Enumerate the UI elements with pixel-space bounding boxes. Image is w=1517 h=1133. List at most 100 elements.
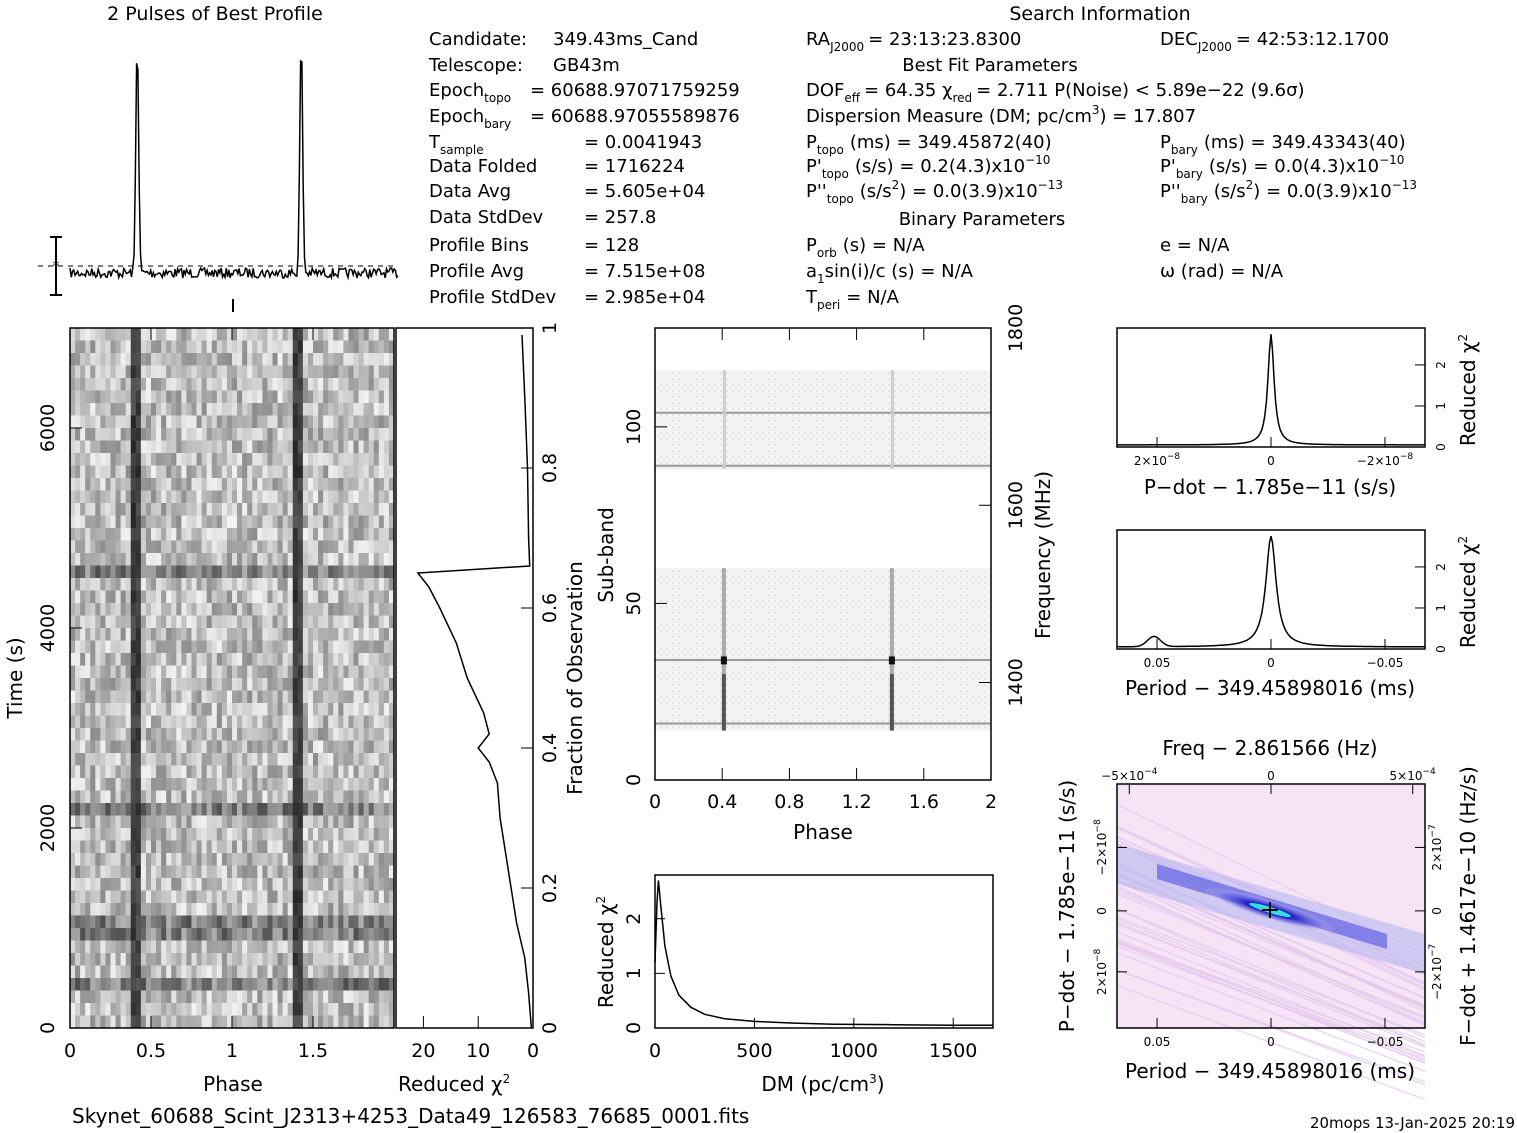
heatmap-cell (130, 978, 137, 991)
heatmap-cell (130, 753, 137, 766)
heatmap-cell (140, 678, 147, 691)
heatmap-cell (145, 428, 152, 441)
heatmap-cell (368, 578, 375, 591)
heatmap-cell (313, 753, 319, 766)
heatmap-cell (302, 765, 309, 779)
heatmap-cell (313, 440, 319, 454)
heatmap-cell (201, 365, 207, 379)
heatmap-cell (145, 965, 152, 979)
heatmap-cell (80, 1003, 86, 1016)
heatmap-cell (196, 578, 202, 591)
heatmap-cell (110, 640, 116, 654)
heatmap-cell (373, 790, 380, 804)
heatmap-cell (388, 815, 395, 829)
heatmap-cell (105, 803, 111, 816)
heatmap-cell (125, 778, 132, 791)
heatmap-cell (323, 965, 329, 979)
heatmap-cell (125, 540, 132, 554)
heatmap-cell (378, 903, 385, 916)
heatmap-cell (135, 740, 142, 754)
heatmap-cell (328, 965, 334, 979)
heatmap-cell (135, 365, 142, 379)
heatmap-cell (196, 465, 202, 479)
heatmap-cell (201, 340, 207, 354)
heatmap-cell (282, 803, 288, 816)
heatmap-cell (257, 940, 263, 954)
heatmap-cell (338, 565, 344, 579)
heatmap-cell (363, 490, 369, 504)
dm-xlabel: DM (pc/cm3) (761, 1072, 884, 1096)
heatmap-cell (196, 840, 202, 854)
heatmap-cell (373, 915, 380, 929)
heatmap-cell (90, 840, 96, 854)
heatmap-cell (201, 628, 207, 641)
heatmap-cell (318, 865, 324, 879)
heatmap-cell (297, 490, 304, 504)
heatmap-cell (353, 453, 359, 466)
heatmap-cell (191, 740, 197, 754)
heatmap-cell (262, 790, 268, 804)
heatmap-cell (318, 840, 324, 854)
heatmap-cell (378, 453, 385, 466)
heatmap-cell (166, 815, 172, 829)
heatmap-cell (171, 928, 177, 941)
heatmap-cell (201, 453, 207, 466)
heatmap-cell (100, 390, 106, 404)
heatmap-cell (388, 503, 395, 516)
heatmap-cell (166, 890, 172, 904)
heatmap-cell (232, 953, 238, 966)
heatmap-cell (125, 728, 132, 741)
heatmap-cell (145, 453, 152, 466)
heatmap-cell (100, 965, 106, 979)
heatmap-cell (156, 865, 162, 879)
heatmap-cell (292, 878, 299, 891)
heatmap-cell (363, 603, 369, 616)
heatmap-cell (145, 628, 152, 641)
heatmap-cell (135, 690, 142, 704)
heatmap-cell (353, 865, 359, 879)
heatmap-cell (156, 428, 162, 441)
heatmap-cell (90, 628, 96, 641)
heatmap-cell (313, 840, 319, 854)
heatmap-cell (70, 803, 76, 816)
heatmap-cell (388, 703, 395, 716)
heatmap-cell (318, 665, 324, 679)
heatmap-cell (105, 503, 111, 516)
heatmap-cell (328, 990, 334, 1004)
heatmap-cell (378, 403, 385, 416)
heatmap-cell (383, 1003, 390, 1016)
heatmap-cell (338, 940, 344, 954)
heatmap-cell (115, 778, 121, 791)
heatmap-cell (368, 478, 375, 491)
heatmap-cell (257, 828, 263, 841)
heatmap-cell (287, 353, 294, 366)
heatmap-cell (151, 978, 157, 991)
heatmap-cell (257, 340, 263, 354)
heatmap-cell (232, 765, 238, 779)
heatmap-cell (313, 490, 319, 504)
heatmap-cell (282, 703, 288, 716)
heatmap-cell (333, 628, 339, 641)
heatmap-cell (206, 578, 213, 591)
heatmap-cell (216, 915, 223, 929)
heatmap-cell (120, 815, 126, 829)
heatmap-cell (252, 853, 258, 866)
heatmap-cell (120, 653, 126, 666)
pulse-stripe (722, 370, 726, 470)
heatmap-cell (287, 790, 294, 804)
heatmap-cell (272, 578, 278, 591)
heatmap-cell (125, 440, 132, 454)
heatmap-cell (161, 703, 167, 716)
heatmap-cell (318, 915, 324, 929)
heatmap-cell (328, 490, 334, 504)
heatmap-cell (186, 778, 192, 791)
heatmap-cell (267, 778, 273, 791)
heatmap-cell (297, 690, 304, 704)
heatmap-cell (166, 965, 172, 979)
heatmap-cell (378, 965, 385, 979)
heatmap-cell (318, 978, 324, 991)
heatmap-cell (272, 728, 278, 741)
heatmap-cell (166, 478, 172, 491)
heatmap-cell (292, 328, 299, 341)
heatmap-cell (105, 378, 111, 391)
